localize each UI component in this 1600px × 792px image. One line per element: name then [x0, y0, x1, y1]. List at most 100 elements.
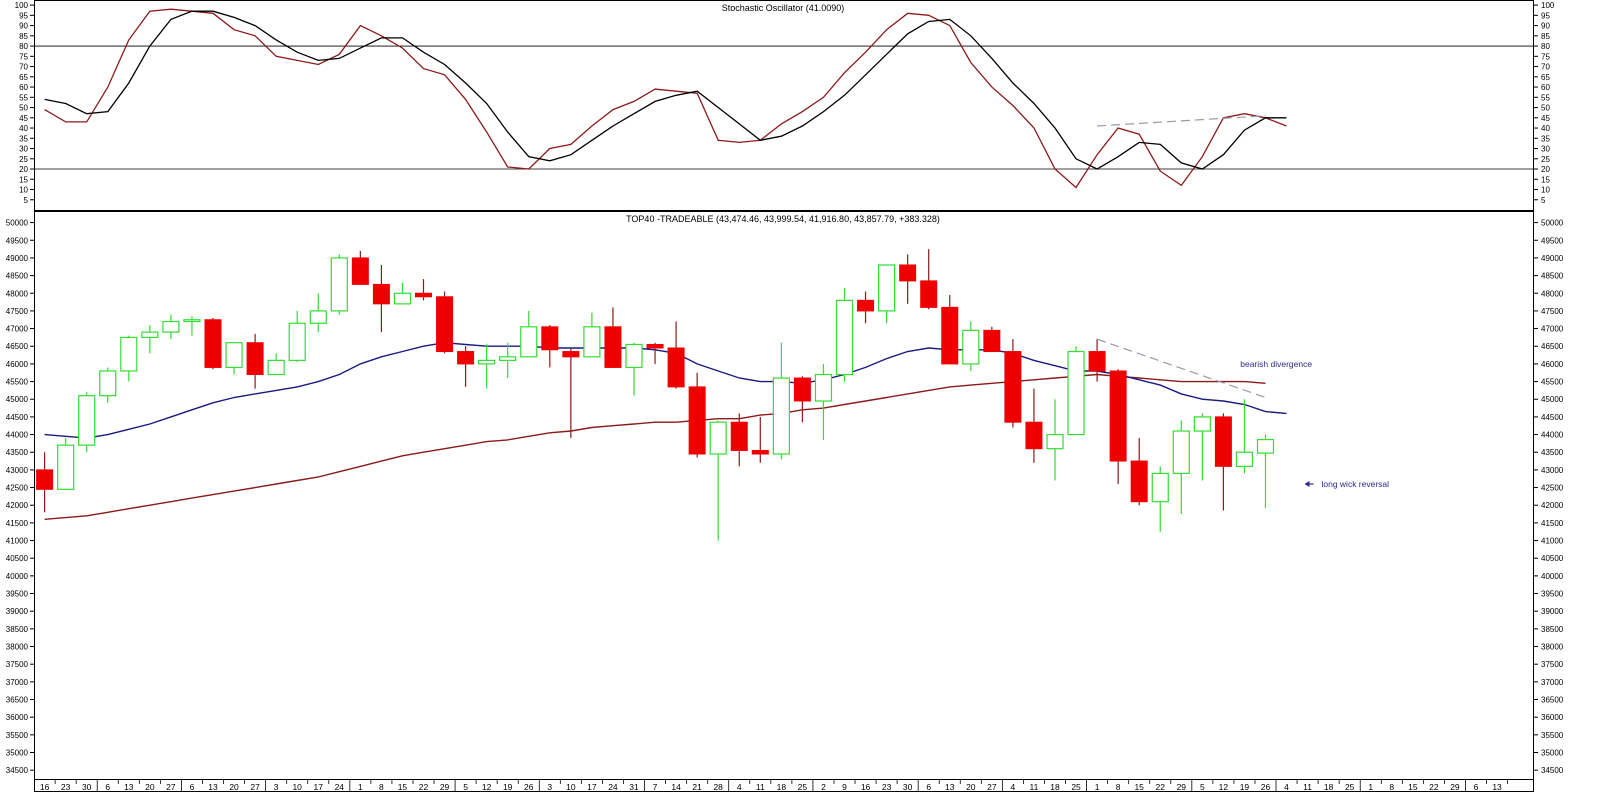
- x-tick-label: 3: [547, 782, 552, 792]
- candle-body-up: [99, 370, 117, 397]
- price-tick-label-right: 48500: [1541, 272, 1564, 281]
- stoch-tick-label-right: 85: [1541, 32, 1550, 41]
- price-tick-label-right: 49000: [1541, 254, 1564, 263]
- x-tick-label: 5: [1200, 782, 1205, 792]
- stoch-tick-label-right: 95: [1541, 11, 1550, 20]
- candle-body-up: [520, 326, 538, 358]
- candle-body-down: [899, 264, 917, 282]
- stochastic-line-d: [44, 10, 1287, 170]
- stochastic-line-k: [44, 8, 1287, 189]
- price-tick-label-right: 42500: [1541, 484, 1564, 493]
- annotations: bearish divergence long wick reversal: [1096, 338, 1389, 489]
- x-tick-label: 28: [713, 782, 723, 792]
- price-panel-frame: [34, 211, 1534, 780]
- candle-body-down: [562, 351, 580, 358]
- stoch-tick-label-right: 30: [1541, 145, 1550, 154]
- price-tick-label-right: 37000: [1541, 678, 1564, 687]
- x-tick-label: 13: [945, 782, 955, 792]
- stoch-tick-label-left: 85: [19, 32, 28, 41]
- stoch-tick-label-right: 40: [1541, 124, 1550, 133]
- x-tick-label: 4: [1011, 782, 1016, 792]
- price-tick-label-right: 37500: [1541, 660, 1564, 669]
- x-tick-label: 25: [1071, 782, 1081, 792]
- price-tick-label-right: 39500: [1541, 590, 1564, 599]
- price-tick-label-right: 36500: [1541, 696, 1564, 705]
- stochastic-panel-frame: [34, 0, 1534, 211]
- candle-body-up: [478, 359, 496, 365]
- price-tick-label-right: 49500: [1541, 236, 1564, 245]
- candle-body-up: [57, 444, 75, 490]
- candle-body-down: [941, 306, 959, 365]
- price-tick-label-left: 36000: [6, 713, 29, 722]
- stoch-tick-label-right: 20: [1541, 165, 1550, 174]
- price-tick-label-right: 45000: [1541, 395, 1564, 404]
- stoch-tick-label-left: 70: [19, 63, 28, 72]
- price-tick-label-right: 42000: [1541, 501, 1564, 510]
- price-tick-label-left: 42500: [6, 484, 29, 493]
- price-tick-label-left: 50000: [6, 219, 29, 228]
- x-tick-label: 29: [1450, 782, 1460, 792]
- x-tick-label: 26: [1261, 782, 1271, 792]
- x-tick-label: 6: [926, 782, 931, 792]
- candle-body-up: [1046, 433, 1064, 450]
- x-tick-label: 13: [1492, 782, 1502, 792]
- stoch-tick-label-left: 80: [19, 42, 28, 51]
- price-tick-label-right: 38500: [1541, 625, 1564, 634]
- stoch-tick-label-right: 25: [1541, 155, 1550, 164]
- x-tick-label: 29: [440, 782, 450, 792]
- price-tick-label-left: 47000: [6, 325, 29, 334]
- price-tick-label-left: 49000: [6, 254, 29, 263]
- stoch-tick-label-left: 30: [19, 145, 28, 154]
- price-tick-label-right: 47500: [1541, 307, 1564, 316]
- candle-body-up: [330, 257, 348, 312]
- candle-body-down: [1088, 351, 1106, 372]
- x-axis: 16 23 30 6 13 20 27 6 13 20 27 3 10 17 24 1 8 15 22 29 5 12 19…: [40, 780, 1508, 792]
- stoch-tick-label-left: 60: [19, 83, 28, 92]
- price-tick-label-right: 40000: [1541, 572, 1564, 581]
- price-tick-label-left: 39500: [6, 590, 29, 599]
- price-tick-label-right: 34500: [1541, 766, 1564, 775]
- x-tick-label: 31: [629, 782, 639, 792]
- x-tick-label: 1: [1368, 782, 1373, 792]
- price-tick-label-right: 46000: [1541, 360, 1564, 369]
- stoch-tick-label-right: 70: [1541, 63, 1550, 72]
- stoch-tick-label-left: 5: [24, 196, 29, 205]
- price-tick-label-right: 44500: [1541, 413, 1564, 422]
- price-title: TOP40 -TRADEABLE (43,474.46, 43,999.54, …: [626, 214, 940, 224]
- x-tick-label: 30: [82, 782, 92, 792]
- x-tick-label: 21: [692, 782, 702, 792]
- x-tick-label: 19: [503, 782, 513, 792]
- price-tick-label-right: 41000: [1541, 537, 1564, 546]
- moving-average-long: [44, 373, 1266, 520]
- x-tick-label: 1: [358, 782, 363, 792]
- candle-body-up: [625, 343, 643, 369]
- stoch-tick-label-left: 15: [19, 175, 28, 184]
- candle-body-down: [36, 469, 54, 490]
- x-tick-label: 19: [1240, 782, 1250, 792]
- candle-body-down: [204, 319, 222, 368]
- candle-body-up: [393, 292, 412, 305]
- price-tick-label-right: 35500: [1541, 731, 1564, 740]
- price-tick-label-right: 43000: [1541, 466, 1564, 475]
- x-tick-label: 8: [1389, 782, 1394, 792]
- price-tick-label-left: 46500: [6, 342, 29, 351]
- candle-body-up: [1193, 416, 1211, 432]
- x-tick-label: 10: [566, 782, 576, 792]
- x-tick-label: 6: [1474, 782, 1479, 792]
- candle-body-down: [1214, 416, 1232, 467]
- price-tick-label-right: 39000: [1541, 607, 1564, 616]
- x-tick-label: 20: [145, 782, 155, 792]
- x-tick-label: 25: [798, 782, 808, 792]
- candle-body-down: [983, 329, 1001, 353]
- candle-body-up: [267, 359, 285, 376]
- candle-body-down: [1109, 370, 1127, 462]
- price-tick-label-right: 41500: [1541, 519, 1564, 528]
- stoch-tick-label-left: 40: [19, 124, 28, 133]
- candle-body-up: [183, 319, 201, 323]
- candle-body-down: [1130, 460, 1148, 503]
- candle-body-down: [1004, 351, 1022, 423]
- annotation-label: long wick reversal: [1321, 479, 1389, 489]
- price-tick-label-left: 40500: [6, 554, 29, 563]
- price-tick-label-left: 45000: [6, 395, 29, 404]
